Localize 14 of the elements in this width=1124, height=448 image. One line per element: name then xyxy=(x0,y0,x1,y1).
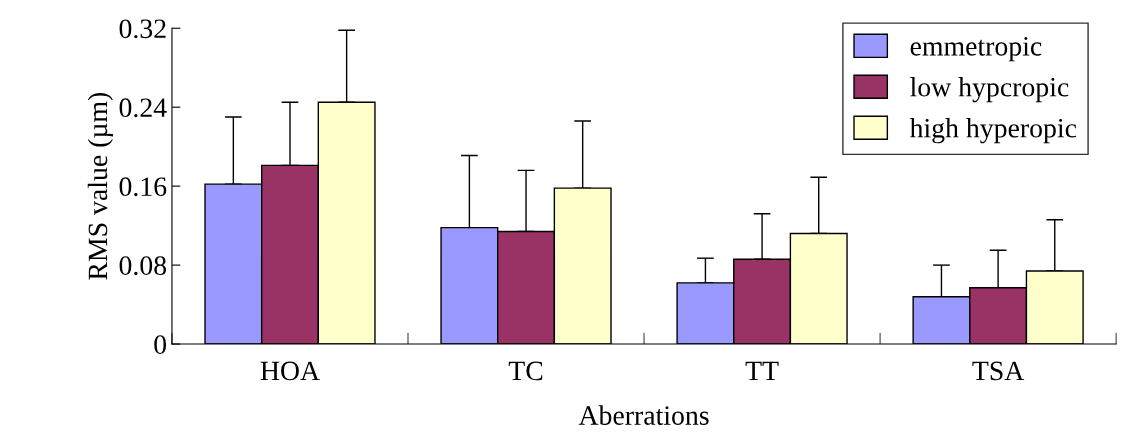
y-tick-label: 0.24 xyxy=(119,98,167,118)
x-tick-label: TT xyxy=(745,361,779,381)
x-axis-title: Aberrations xyxy=(578,405,709,425)
legend-label: high hyperopic xyxy=(909,118,1077,144)
y-tick-label: 0.08 xyxy=(119,256,167,276)
y-tick-label: 0.32 xyxy=(119,19,166,39)
y-axis-title: RMS value (µm) xyxy=(87,92,113,280)
x-tick-label: TC xyxy=(508,361,543,381)
y-tick-label: 0 xyxy=(154,335,167,354)
legend-label: low hypcropic xyxy=(910,77,1069,103)
x-tick-label: TSA xyxy=(972,361,1025,381)
legend-label: emmetropic xyxy=(910,36,1042,62)
y-tick-label: 0.16 xyxy=(119,177,167,197)
x-tick-label: HOA xyxy=(260,361,320,381)
